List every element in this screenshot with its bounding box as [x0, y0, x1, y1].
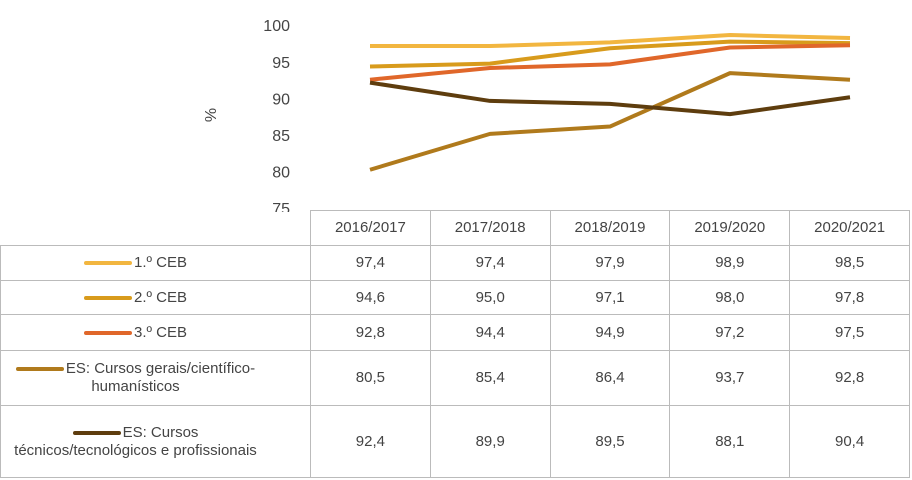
- series-line: [369, 71, 851, 172]
- value-cell: 94,9: [549, 314, 671, 351]
- y-tick-label: 95: [272, 55, 290, 72]
- series-line: [370, 33, 851, 49]
- value-cell: 86,4: [549, 350, 671, 406]
- value-cell: 97,4: [310, 245, 431, 281]
- value-cell: 98,5: [789, 245, 910, 281]
- value-cell: 95,0: [429, 280, 551, 315]
- value-cell: 89,9: [429, 405, 551, 478]
- category-header: 2019/2020: [669, 210, 791, 246]
- value-cell: 89,5: [549, 405, 671, 478]
- value-cell: 93,7: [669, 350, 791, 406]
- value-cell: 94,4: [429, 314, 551, 351]
- legend-key: [84, 295, 132, 300]
- y-tick-label: 85: [272, 128, 290, 145]
- y-tick-label: 100: [263, 18, 290, 35]
- legend-cell: 3.º CEB: [0, 314, 311, 351]
- data-table: 2016/2017 2017/2018 2018/2019 2019/2020 2020…: [0, 210, 910, 478]
- chart: % 75 80 85 90 95 100: [203, 18, 851, 212]
- value-cell: 92,8: [310, 314, 431, 351]
- y-tick-label: 75: [272, 201, 290, 212]
- series-line: [369, 80, 851, 117]
- category-header: 2018/2019: [549, 210, 671, 246]
- header-row: 2016/2017 2017/2018 2018/2019 2019/2020 2020…: [0, 210, 910, 246]
- value-cell: 97,2: [669, 314, 791, 351]
- value-cell: 97,4: [429, 245, 551, 281]
- legend-key: [15, 367, 64, 372]
- value-cell: 92,8: [789, 350, 910, 406]
- series-row: 3.º CEB 92,8 94,4 94,9 97,2 97,5: [0, 314, 910, 351]
- legend-label: 2.º CEB: [134, 288, 187, 306]
- legend-cell: 2.º CEB: [0, 280, 311, 315]
- value-cell: 94,6: [310, 280, 431, 315]
- series-row: 1.º CEB 97,4 97,4 97,9 98,9 98,5: [0, 245, 910, 281]
- value-cell: 97,9: [549, 245, 671, 281]
- series-row: ES: Cursos gerais/científico-humanístico…: [0, 350, 910, 406]
- value-cell: 98,9: [669, 245, 791, 281]
- legend-key: [72, 430, 121, 435]
- legend-cell: 1.º CEB: [0, 245, 311, 281]
- category-header: 2017/2018: [429, 210, 551, 246]
- category-header: 2020/2021: [789, 210, 910, 246]
- y-tick-label: 90: [272, 91, 290, 108]
- value-cell: 97,1: [549, 280, 671, 315]
- value-cell: 80,5: [310, 350, 431, 406]
- value-cell: 85,4: [429, 350, 551, 406]
- legend-label: ES: Cursos gerais/científico-humanístico…: [65, 360, 256, 395]
- series-row: 2.º CEB 94,6 95,0 97,1 98,0 97,8: [0, 280, 910, 315]
- series-line: [369, 43, 851, 82]
- series-row: ES: Cursos técnicos/tecnológicos e profi…: [0, 405, 910, 478]
- value-cell: 97,8: [789, 280, 910, 315]
- category-header: 2016/2017: [310, 210, 431, 246]
- value-cell: 88,1: [669, 405, 791, 478]
- y-tick-label: 80: [272, 165, 290, 182]
- blank-cell: [0, 210, 311, 246]
- legend-label: 3.º CEB: [134, 323, 187, 341]
- y-axis-label: %: [203, 108, 220, 122]
- series-line: [369, 39, 851, 69]
- value-cell: 98,0: [669, 280, 791, 315]
- legend-key: [84, 261, 132, 266]
- legend-cell: ES: Cursos gerais/científico-humanístico…: [0, 350, 311, 406]
- legend-label: ES: Cursos técnicos/tecnológicos e profi…: [14, 423, 257, 459]
- value-cell: 97,5: [789, 314, 910, 351]
- legend-label: 1.º CEB: [134, 254, 187, 271]
- value-cell: 90,4: [789, 405, 910, 478]
- legend-key: [84, 330, 132, 335]
- legend-cell: ES: Cursos técnicos/tecnológicos e profi…: [0, 405, 311, 478]
- value-cell: 92,4: [310, 405, 431, 478]
